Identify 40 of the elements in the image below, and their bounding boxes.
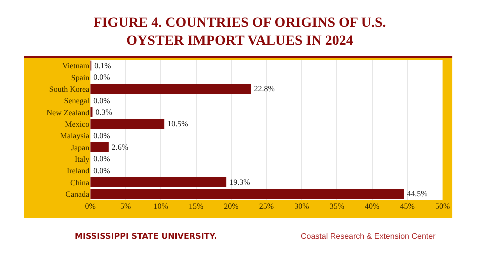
y-tick-label: Malaysia [60, 132, 90, 141]
chart-title: FIGURE 4. COUNTRIES OF ORIGINS OF U.S. OYSTER IMPORT VALUES IN 2024 [94, 16, 386, 50]
data-label: 44.5% [407, 190, 428, 199]
y-tick-label: New Zealand [46, 108, 90, 118]
data-label: 10.5% [168, 120, 189, 129]
x-tick-label: 25% [259, 202, 274, 211]
y-tick-label: Vietnam [62, 62, 90, 71]
x-tick-label: 0% [85, 202, 96, 211]
data-label: 0.1% [94, 61, 112, 70]
y-tick-label: Japan [71, 143, 90, 152]
text: Coastal Research & Extension Center [301, 232, 436, 241]
y-tick-label: Mexico [65, 120, 90, 129]
y-tick-label: Ireland [66, 166, 90, 176]
x-tick-label: 15% [188, 202, 204, 211]
x-tick-label: 20% [224, 202, 240, 211]
y-tick-label: Italy [74, 154, 90, 164]
y-tick-label: China [70, 178, 90, 188]
x-tick-label: 10% [154, 202, 169, 211]
bar [90, 142, 109, 152]
x-tick-label: 50% [435, 202, 450, 211]
data-label: 19.3% [230, 178, 251, 187]
y-tick-label: Senegal [64, 96, 90, 106]
bar [90, 84, 252, 94]
x-tick-label: 45% [400, 202, 416, 211]
data-label: 0.0% [94, 96, 111, 106]
data-label: 0.3% [96, 108, 113, 117]
data-label: 0.0% [94, 73, 111, 82]
data-label: 22.8% [254, 84, 276, 94]
data-label: 0.0% [94, 131, 111, 140]
data-label: 0.0% [94, 166, 111, 176]
y-tick-label: Canada [66, 190, 90, 199]
x-tick-label: 40% [365, 202, 380, 211]
data-label: 2.6% [112, 143, 129, 152]
y-tick-label: Spain [71, 73, 90, 82]
y-tick-label: South Korea [49, 84, 90, 94]
data-label: 0.0% [94, 154, 111, 164]
x-tick-label: 35% [330, 202, 345, 211]
text: MISSISSIPPI STATE UNIVERSITY. [75, 232, 218, 241]
x-tick-label: 5% [120, 202, 132, 211]
x-tick-label: 30% [294, 202, 310, 211]
